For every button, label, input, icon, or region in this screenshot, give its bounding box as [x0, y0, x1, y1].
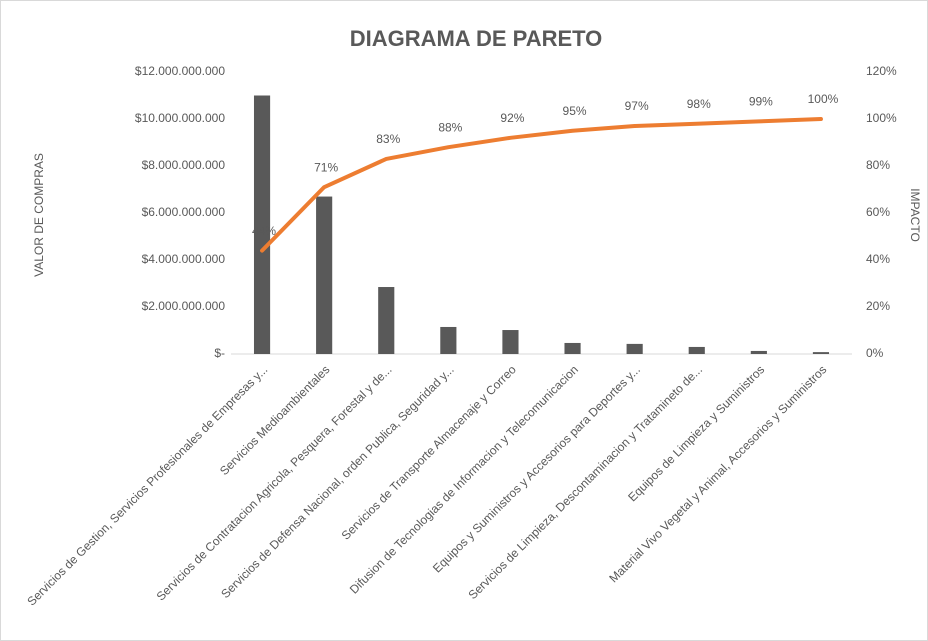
y-axis-title: VALOR DE COMPRAS: [32, 153, 46, 277]
y2-tick-label: 40%: [866, 252, 890, 266]
chart-title: DIAGRAMA DE PARETO: [350, 26, 603, 51]
data-label: 99%: [749, 95, 773, 109]
bar: [440, 326, 457, 354]
y2-tick-label: 0%: [866, 346, 884, 360]
data-label: 100%: [808, 92, 839, 106]
bar: [812, 352, 830, 354]
data-label: 92%: [500, 111, 524, 125]
y2-tick-label: 80%: [866, 158, 890, 172]
y2-tick-label: 120%: [866, 64, 897, 78]
y-tick-label: $6.000.000.000: [142, 205, 226, 219]
bar: [750, 350, 767, 354]
data-label: 95%: [563, 104, 587, 118]
bar: [253, 95, 271, 354]
y-tick-label: $4.000.000.000: [142, 252, 226, 266]
y-tick-label: $-: [214, 346, 225, 360]
y-tick-label: $12.000.000.000: [135, 64, 225, 78]
y2-axis-title: IMPACTO: [908, 188, 922, 242]
y-tick-label: $10.000.000.000: [135, 111, 225, 125]
data-label: 98%: [687, 97, 711, 111]
y2-tick-label: 20%: [866, 299, 890, 313]
y-tick-label: $8.000.000.000: [142, 158, 226, 172]
bar: [316, 196, 333, 354]
data-label: 97%: [625, 99, 649, 113]
y2-tick-label: 60%: [866, 205, 890, 219]
bar: [564, 342, 581, 354]
line: [260, 117, 823, 253]
data-label: 88%: [438, 120, 462, 134]
bar: [378, 287, 395, 354]
bar: [626, 343, 643, 354]
bar: [688, 346, 705, 354]
bar: [502, 330, 519, 354]
y2-tick-label: 100%: [866, 111, 897, 125]
y-tick-label: $2.000.000.000: [142, 299, 226, 313]
data-label: 83%: [376, 132, 400, 146]
data-label: 71%: [314, 160, 338, 174]
data-label: 44%: [252, 224, 276, 238]
